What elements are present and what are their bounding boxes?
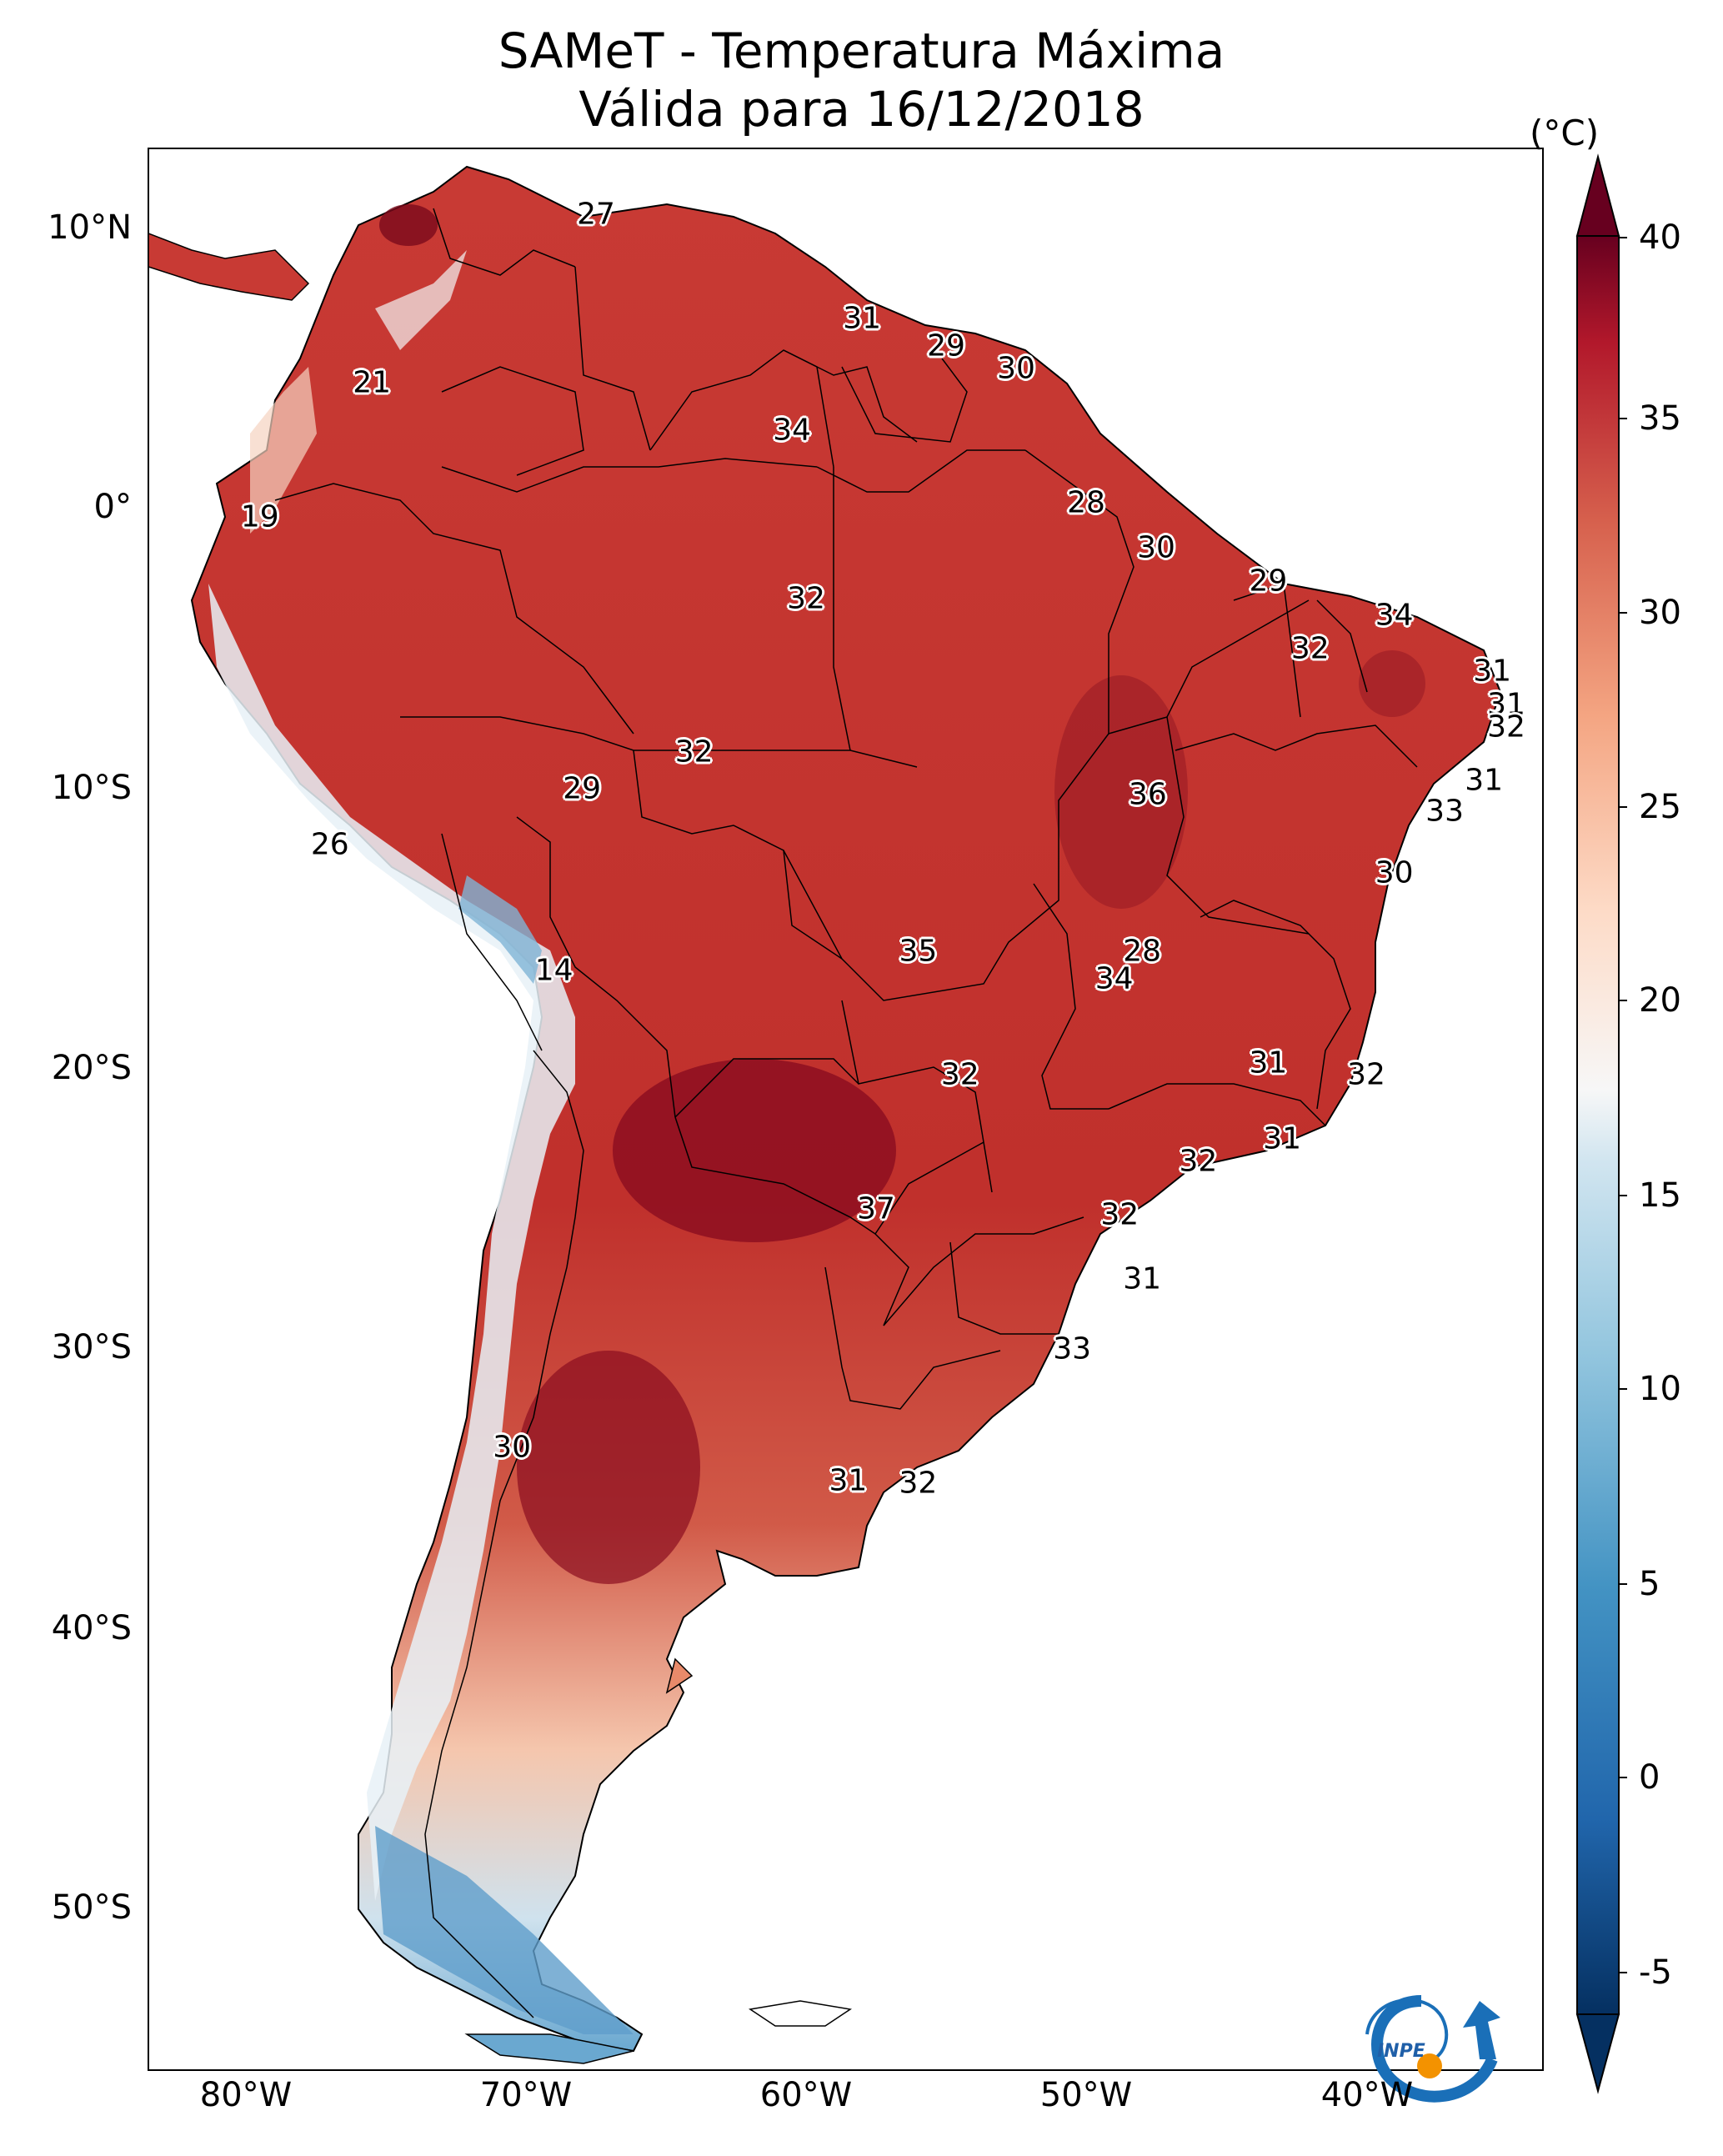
lon-label: 70°W <box>479 2076 573 2114</box>
temperature-value-label: 36 <box>1129 777 1167 812</box>
temperature-value-label: 30 <box>1137 530 1175 565</box>
temperature-value-label: 30 <box>997 351 1035 386</box>
temperature-value-label: 32 <box>899 1466 938 1501</box>
temperature-value-label: 31 <box>1487 687 1525 722</box>
temperature-value-label: 31 <box>843 301 882 336</box>
temperature-value-label: 21 <box>353 365 392 400</box>
lat-label: 10°S <box>51 769 132 807</box>
colorbar-tick-label: 10 <box>1639 1370 1681 1408</box>
colorbar-tick-label: 35 <box>1639 399 1681 438</box>
temperature-value-label: 26 <box>310 827 349 862</box>
colorbar-tick-label: 25 <box>1639 788 1681 826</box>
colorbar-tick-label: 20 <box>1639 981 1681 1020</box>
temperature-value-label: 30 <box>1375 855 1414 890</box>
colorbar-min-arrow <box>1575 2013 1620 2094</box>
temperature-value-label: 28 <box>1067 485 1105 520</box>
colorbar-tick-label: 15 <box>1639 1176 1681 1215</box>
map-title: SAMeT - Temperatura Máxima <box>498 23 1225 79</box>
temperature-value-label: 28 <box>1123 934 1162 969</box>
lat-label: 30°S <box>51 1328 132 1366</box>
inpe-logo-text: INPE <box>1377 2041 1425 2062</box>
map-subtitle: Válida para 16/12/2018 <box>579 81 1144 138</box>
lon-label: 50°W <box>1039 2076 1133 2114</box>
temperature-value-label: 31 <box>1473 654 1512 689</box>
colorbar-unit: (°C) <box>1530 113 1600 153</box>
lat-label: 50°S <box>51 1888 132 1927</box>
temperature-value-label: 14 <box>534 953 573 988</box>
lat-label: 0° <box>93 488 132 526</box>
lon-label: 60°W <box>759 2076 853 2114</box>
temperature-value-label: 32 <box>1100 1197 1139 1232</box>
temperature-value-label: 34 <box>773 413 812 448</box>
colorbar-tick-label: 40 <box>1639 218 1681 257</box>
falkland-islands <box>749 2000 852 2027</box>
temperature-value-label: 31 <box>1465 763 1504 798</box>
temperature-value-label: 31 <box>1249 1045 1288 1081</box>
lon-label: 80°W <box>199 2076 293 2114</box>
temperature-value-label: 32 <box>940 1057 979 1092</box>
temperature-value-label: 19 <box>240 499 279 534</box>
temperature-value-label: 34 <box>1375 598 1414 633</box>
temperature-value-label: 32 <box>1290 631 1330 666</box>
temperature-value-label: 32 <box>1179 1144 1218 1179</box>
temperature-value-label: 29 <box>927 328 965 364</box>
temperature-value-label: 31 <box>1263 1121 1302 1156</box>
temperature-value-label: 33 <box>1425 794 1464 829</box>
colorbar-tick-label: 5 <box>1639 1565 1660 1603</box>
temperature-value-label: 27 <box>577 197 615 232</box>
colorbar-tick-label: 0 <box>1639 1758 1660 1797</box>
lat-label: 10°N <box>48 208 132 247</box>
colorbar <box>1575 153 1627 2094</box>
temperature-value-label: 30 <box>493 1430 532 1465</box>
temperature-value-label: 32 <box>787 581 825 616</box>
temperature-value-label: 29 <box>1249 564 1288 599</box>
temperature-value-label: 32 <box>1487 709 1525 745</box>
temperature-value-label: 37 <box>857 1191 895 1226</box>
temperature-value-label: 32 <box>674 735 714 770</box>
colorbar-max-arrow <box>1575 153 1620 237</box>
lat-label: 40°S <box>51 1609 132 1647</box>
temperature-value-label: 31 <box>1123 1261 1162 1296</box>
inpe-logo-graphic <box>1365 1995 1500 2103</box>
lon-label: 40°W <box>1320 2076 1414 2114</box>
temperature-value-label: 34 <box>1094 961 1134 996</box>
temperature-value-label: 29 <box>563 771 602 806</box>
colorbar-tick-label: 30 <box>1639 594 1681 632</box>
temperature-value-label: 32 <box>1347 1057 1385 1092</box>
temperature-value-label: 35 <box>899 934 938 969</box>
temperature-value-label: 33 <box>1053 1331 1092 1366</box>
temperature-value-label: 31 <box>829 1463 868 1498</box>
lat-label: 20°S <box>51 1049 132 1087</box>
colorbar-tick-label: -5 <box>1639 1953 1672 1992</box>
